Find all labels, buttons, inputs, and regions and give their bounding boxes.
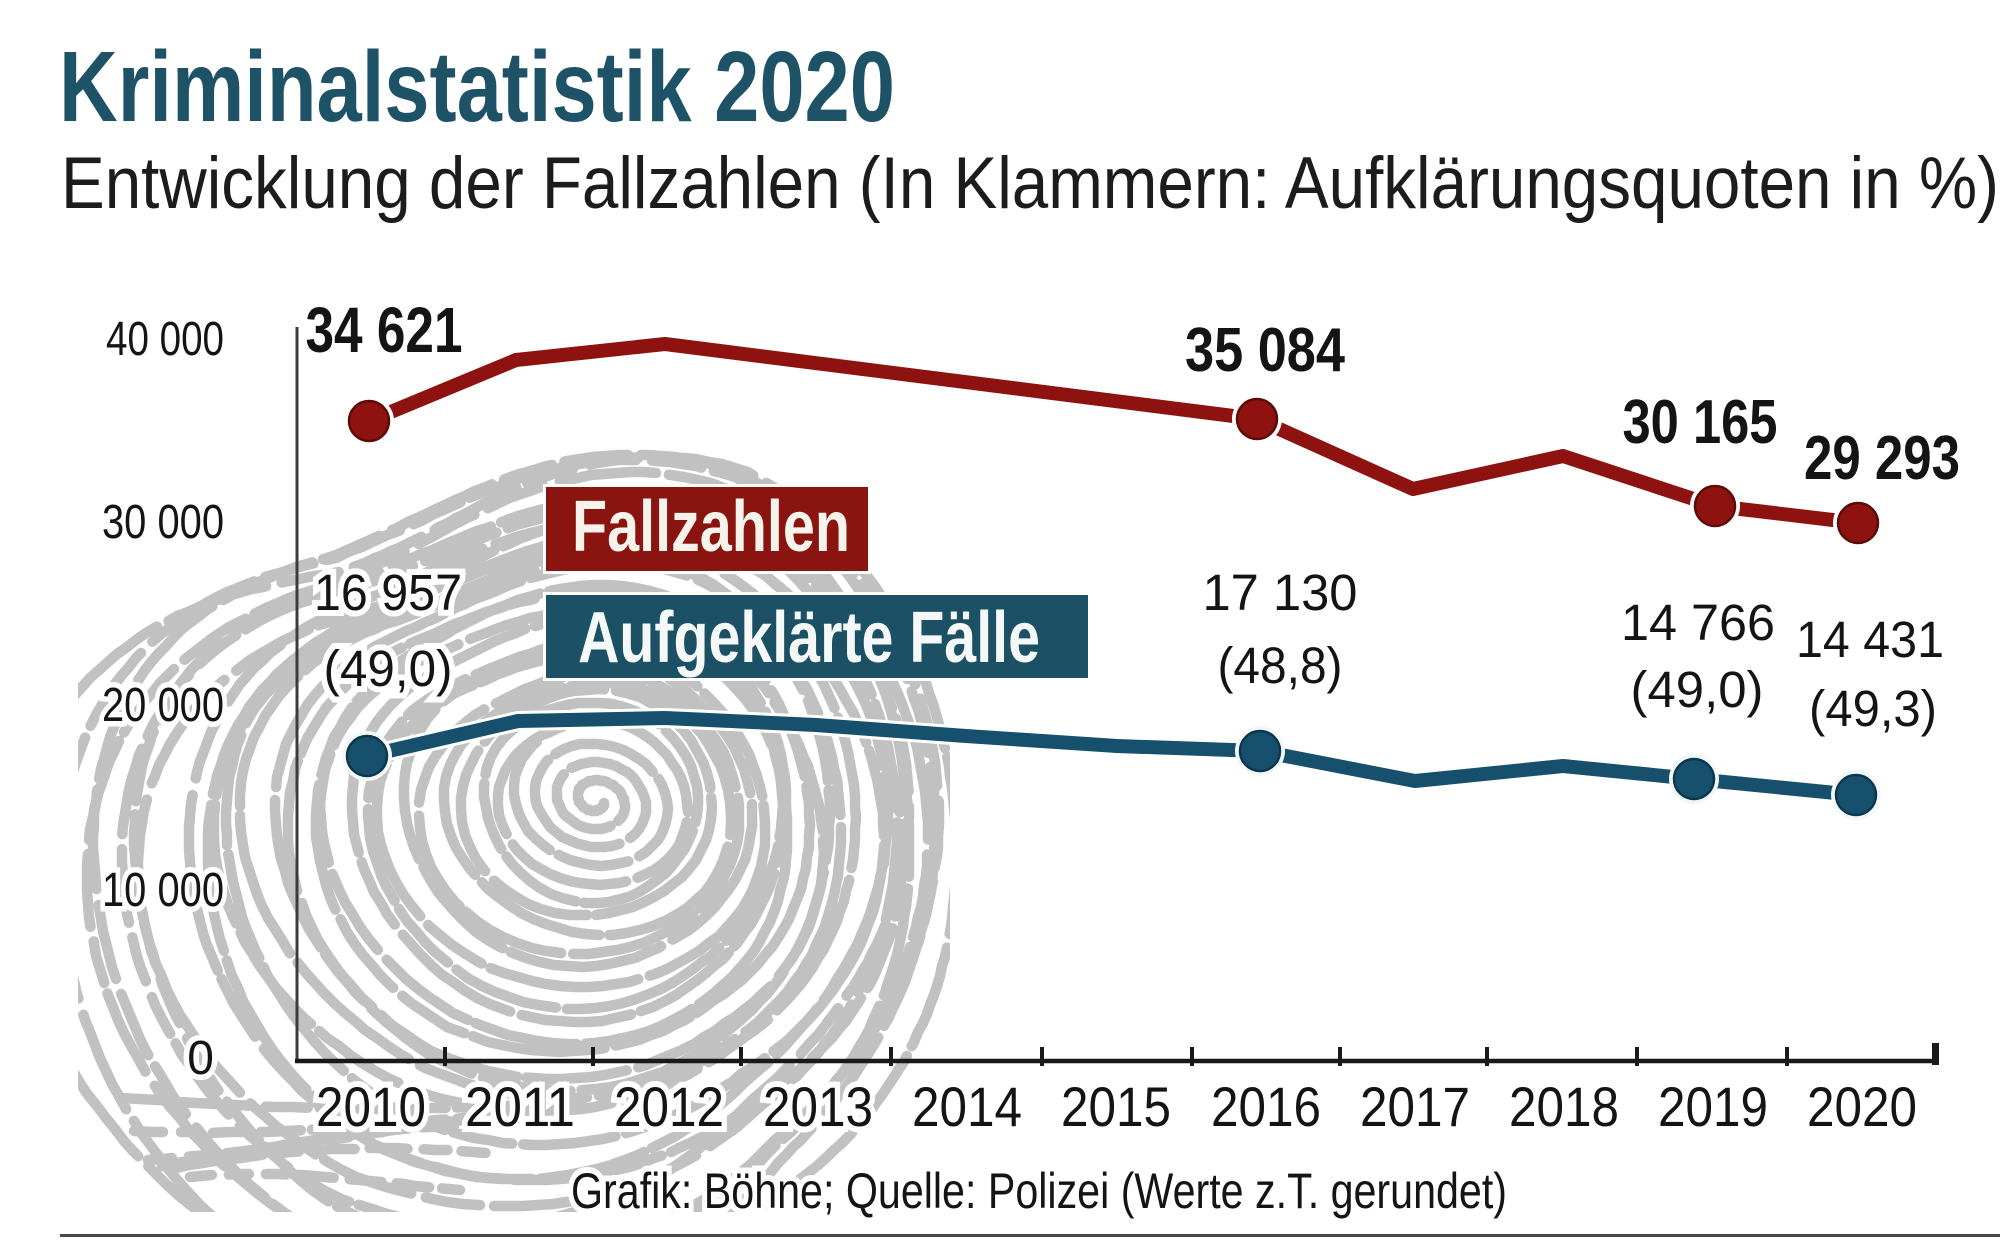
svg-text:2010: 2010 (316, 1075, 426, 1138)
svg-text:40 000: 40 000 (106, 313, 224, 366)
svg-text:16 957: 16 957 (314, 564, 462, 621)
svg-text:2020: 2020 (1807, 1075, 1917, 1138)
svg-text:35 084: 35 084 (1185, 316, 1345, 385)
svg-text:0: 0 (187, 1032, 214, 1085)
svg-text:2011: 2011 (465, 1075, 575, 1138)
svg-text:Fallzahlen: Fallzahlen (572, 487, 850, 567)
svg-text:2019: 2019 (1658, 1075, 1768, 1138)
svg-text:Kriminalstatistik 2020: Kriminalstatistik 2020 (59, 31, 895, 143)
svg-text:2011: 2011 (465, 1075, 575, 1138)
svg-text:Entwicklung der Fallzahlen (In: Entwicklung der Fallzahlen (In Klammern:… (61, 143, 1999, 224)
svg-text:14 431: 14 431 (1796, 611, 1944, 668)
svg-text:30 000: 30 000 (102, 496, 224, 549)
svg-text:2014: 2014 (912, 1075, 1022, 1138)
svg-text:40 000: 40 000 (106, 313, 224, 366)
svg-text:14 766: 14 766 (1621, 594, 1775, 651)
svg-text:10 000: 10 000 (102, 864, 224, 917)
svg-text:0: 0 (187, 1032, 214, 1085)
svg-text:2014: 2014 (912, 1075, 1022, 1138)
svg-text:30 000: 30 000 (102, 496, 224, 549)
svg-text:29 293: 29 293 (1804, 424, 1960, 493)
svg-text:2012: 2012 (614, 1075, 724, 1138)
svg-text:2013: 2013 (763, 1075, 873, 1138)
svg-text:10 000: 10 000 (102, 864, 224, 917)
svg-text:(49,0): (49,0) (1631, 661, 1764, 718)
svg-text:2015: 2015 (1061, 1075, 1171, 1138)
svg-text:2010: 2010 (316, 1075, 426, 1138)
svg-text:16 957: 16 957 (314, 564, 462, 621)
svg-text:2020: 2020 (1807, 1075, 1917, 1138)
svg-text:2017: 2017 (1360, 1075, 1470, 1138)
svg-text:(49,3): (49,3) (1809, 680, 1937, 737)
svg-text:2018: 2018 (1509, 1075, 1619, 1138)
svg-text:2019: 2019 (1658, 1075, 1768, 1138)
svg-text:(49,0): (49,0) (324, 640, 453, 697)
svg-text:Grafik: Böhne; Quelle: Polizei: Grafik: Böhne; Quelle: Polizei (Werte z.… (571, 1163, 1507, 1219)
svg-text:Aufgeklärte Fälle: Aufgeklärte Fälle (578, 598, 1040, 678)
svg-text:30 165: 30 165 (1623, 388, 1778, 457)
svg-text:2013: 2013 (763, 1075, 873, 1138)
svg-text:17 130: 17 130 (1203, 564, 1358, 621)
svg-text:2017: 2017 (1360, 1075, 1470, 1138)
svg-text:20 000: 20 000 (102, 679, 224, 732)
svg-text:(49,0): (49,0) (324, 640, 453, 697)
svg-text:2012: 2012 (614, 1075, 724, 1138)
svg-text:20 000: 20 000 (102, 679, 224, 732)
svg-text:2016: 2016 (1211, 1075, 1321, 1138)
svg-text:2015: 2015 (1061, 1075, 1171, 1138)
svg-text:2016: 2016 (1211, 1075, 1321, 1138)
svg-text:Grafik: Böhne; Quelle: Polizei: Grafik: Böhne; Quelle: Polizei (Werte z.… (571, 1163, 1507, 1219)
svg-text:2018: 2018 (1509, 1075, 1619, 1138)
svg-text:(48,8): (48,8) (1218, 637, 1343, 694)
svg-text:34 621: 34 621 (306, 294, 463, 366)
